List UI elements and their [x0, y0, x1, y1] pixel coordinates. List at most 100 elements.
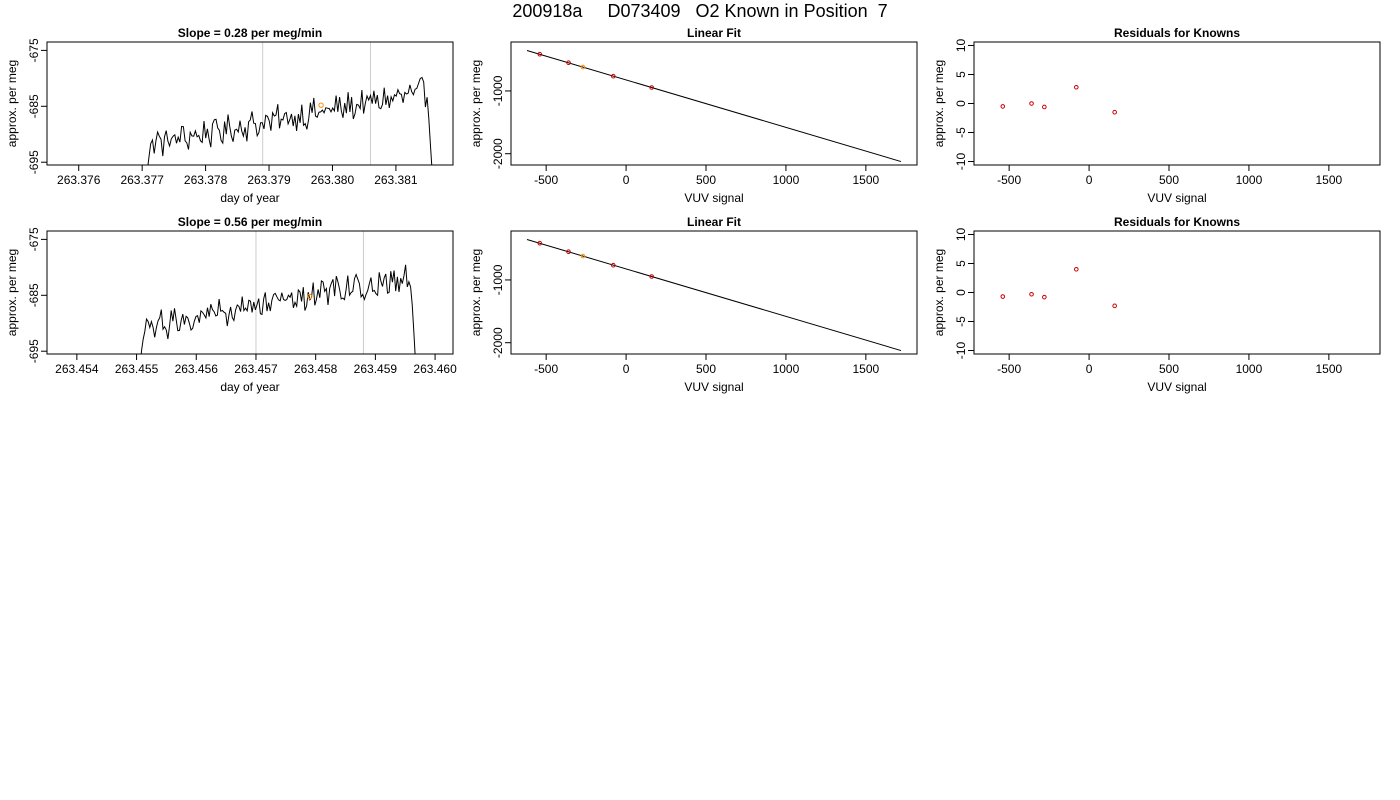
plot-frame — [510, 41, 918, 166]
data-point — [649, 274, 654, 279]
panel-title: Slope = 0.28 per meg/min — [178, 26, 322, 40]
y-tick-label: -2000 — [491, 327, 505, 358]
x-tick-label: 0 — [623, 362, 630, 376]
data-point — [1000, 294, 1006, 299]
y-tick-label: -675 — [27, 227, 41, 251]
x-tick-label: 263.458 — [294, 362, 338, 376]
plot-data — [140, 231, 416, 354]
y-axis-label: approx. per meg — [932, 249, 946, 336]
panel-r1c1: Slope = 0.28 per meg/min 263.376 263.377 26… — [5, 26, 454, 205]
y-tick-label: 0 — [954, 100, 968, 107]
x-tick-label: 500 — [696, 173, 716, 187]
x-tick-label: -500 — [534, 173, 558, 187]
plot-data — [1000, 266, 1117, 309]
y-tick-label: -685 — [27, 283, 41, 307]
x-tick-label: -500 — [997, 362, 1021, 376]
y-axis-label: approx. per meg — [469, 60, 483, 147]
x-tick-label: 263.380 — [311, 173, 355, 187]
data-point — [1073, 266, 1079, 272]
x-tick-label: 263.460 — [413, 362, 457, 376]
data-point — [610, 262, 616, 268]
x-tick-label: 263.378 — [184, 173, 228, 187]
data-point — [1042, 104, 1047, 110]
y-tick-label: -10 — [954, 342, 968, 360]
x-tick-label: 1000 — [773, 362, 800, 376]
y-axis-label: approx. per meg — [5, 60, 19, 147]
y-tick-label: -5 — [954, 127, 968, 138]
x-axis-label: VUV signal — [1147, 380, 1206, 394]
x-tick-label: 0 — [1086, 173, 1093, 187]
y-tick-label: -1000 — [491, 75, 505, 106]
x-tick-label: 263.381 — [374, 173, 418, 187]
x-tick-label: 263.457 — [234, 362, 278, 376]
data-point — [537, 51, 543, 57]
plot-data — [526, 49, 902, 163]
y-tick-label: -685 — [27, 94, 41, 118]
y-tick-label: -1000 — [491, 264, 505, 295]
panel-title: Linear Fit — [687, 26, 741, 40]
y-tick-label: -695 — [27, 150, 41, 174]
x-tick-label: 263.376 — [57, 173, 101, 187]
y-tick-label: -2000 — [491, 138, 505, 169]
x-tick-label: 1500 — [852, 173, 879, 187]
x-axis-label: day of year — [220, 380, 279, 394]
plot-frame — [973, 230, 1381, 355]
x-tick-label: 263.459 — [354, 362, 398, 376]
x-tick-label: 263.455 — [115, 362, 159, 376]
x-tick-label: -500 — [534, 362, 558, 376]
fit-line — [526, 238, 902, 352]
x-tick-label: 1500 — [1315, 173, 1342, 187]
data-point — [566, 60, 571, 66]
x-tick-label: 1000 — [1236, 173, 1263, 187]
data-point — [1029, 291, 1034, 297]
plot-frame — [46, 230, 454, 355]
series-line — [140, 264, 416, 354]
y-tick-label: 0 — [954, 289, 968, 296]
x-tick-label: 263.454 — [55, 362, 99, 376]
panel-r2c2: Linear Fit -500 0 500 1000 1500 -1000 -2000 VUV … — [469, 215, 918, 394]
data-point — [1000, 104, 1006, 109]
data-point — [649, 85, 654, 90]
y-tick-label: -675 — [27, 38, 41, 62]
x-tick-label: 263.379 — [247, 173, 291, 187]
y-tick-label: 10 — [954, 227, 968, 241]
x-tick-label: 500 — [1159, 173, 1179, 187]
panel-title: Residuals for Knowns — [1114, 215, 1240, 229]
x-tick-label: 1000 — [1236, 362, 1263, 376]
y-tick-label: -10 — [954, 153, 968, 171]
y-tick-label: 5 — [954, 71, 968, 78]
y-tick-label: 10 — [954, 38, 968, 52]
plot-data — [1000, 84, 1117, 115]
data-point — [1112, 109, 1117, 115]
fit-line — [526, 49, 902, 163]
x-tick-label: 1000 — [773, 173, 800, 187]
plot-data — [147, 42, 433, 165]
x-tick-label: 500 — [1159, 362, 1179, 376]
highlight-point — [307, 293, 313, 300]
x-axis-label: day of year — [220, 191, 279, 205]
x-tick-label: 263.377 — [120, 173, 164, 187]
y-axis-label: approx. per meg — [5, 249, 19, 336]
x-tick-label: 1500 — [852, 362, 879, 376]
data-point — [1029, 101, 1034, 106]
data-point — [580, 253, 586, 259]
y-tick-label: -695 — [27, 339, 41, 363]
panel-r2c3: Residuals for Knowns -500 0 500 1000 1500 10 5 0… — [932, 215, 1381, 394]
panel-r1c2: Linear Fit -500 0 500 1000 1500 -1000 -2000 VUV … — [469, 26, 918, 205]
x-tick-label: 500 — [696, 362, 716, 376]
panel-title: Slope = 0.56 per meg/min — [178, 215, 322, 229]
x-tick-label: 263.456 — [175, 362, 219, 376]
data-point — [1112, 303, 1117, 309]
data-point — [537, 240, 543, 246]
y-tick-label: -5 — [954, 316, 968, 327]
highlight-point — [318, 102, 324, 108]
x-tick-label: 0 — [1086, 362, 1093, 376]
x-tick-label: 1500 — [1315, 362, 1342, 376]
plot-data — [526, 238, 902, 352]
y-axis-label: approx. per meg — [932, 60, 946, 147]
data-point — [610, 73, 616, 79]
plot-frame — [46, 41, 454, 166]
panel-title: Linear Fit — [687, 215, 741, 229]
x-axis-label: VUV signal — [684, 380, 743, 394]
